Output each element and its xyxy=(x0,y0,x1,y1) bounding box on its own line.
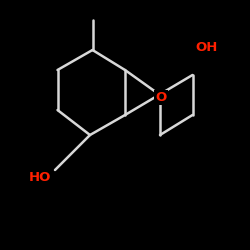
Text: O: O xyxy=(156,91,167,104)
Text: OH: OH xyxy=(195,41,218,54)
Text: HO: HO xyxy=(29,171,51,184)
